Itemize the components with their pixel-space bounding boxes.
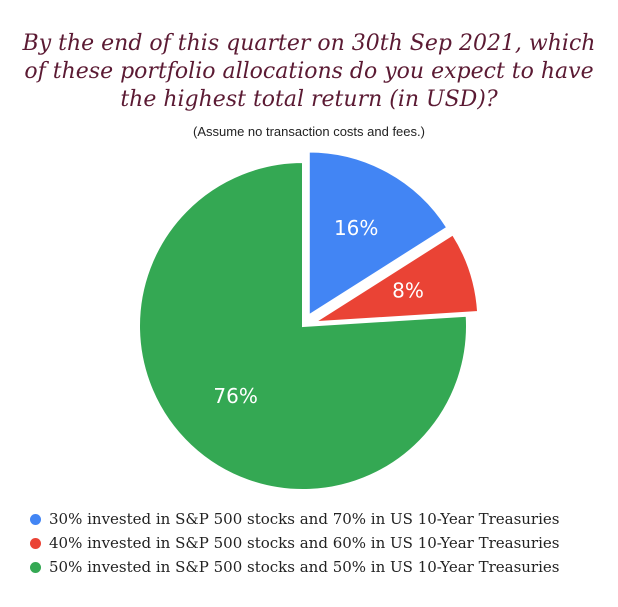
chart-title-line: the highest total return (in USD)? bbox=[120, 87, 498, 112]
chart-legend: 30% invested in S&P 500 stocks and 70% i… bbox=[30, 507, 559, 579]
pie-slice bbox=[313, 233, 480, 324]
chart-title-line: of these portfolio allocations do you ex… bbox=[24, 59, 594, 84]
legend-item: 50% invested in S&P 500 stocks and 50% i… bbox=[30, 555, 559, 579]
chart-subtitle: (Assume no transaction costs and fees.) bbox=[193, 124, 425, 139]
legend-label: 40% invested in S&P 500 stocks and 60% i… bbox=[49, 534, 560, 552]
slice-value-label: 76% bbox=[213, 384, 257, 408]
pie-slice bbox=[307, 150, 449, 318]
chart-title-line: By the end of this quarter on 30th Sep 2… bbox=[22, 31, 596, 56]
legend-label: 50% invested in S&P 500 stocks and 50% i… bbox=[49, 558, 560, 576]
legend-item: 40% invested in S&P 500 stocks and 60% i… bbox=[30, 531, 559, 555]
legend-item: 30% invested in S&P 500 stocks and 70% i… bbox=[30, 507, 559, 531]
slice-value-label: 8% bbox=[392, 278, 424, 302]
legend-label: 30% invested in S&P 500 stocks and 70% i… bbox=[49, 510, 560, 528]
legend-dot-red-icon bbox=[30, 537, 41, 549]
chart-title: By the end of this quarter on 30th Sep 2… bbox=[0, 30, 618, 114]
legend-dot-blue-icon bbox=[30, 513, 41, 525]
slice-value-label: 16% bbox=[334, 216, 378, 240]
pie-slice bbox=[138, 160, 468, 491]
legend-dot-green-icon bbox=[30, 561, 41, 573]
